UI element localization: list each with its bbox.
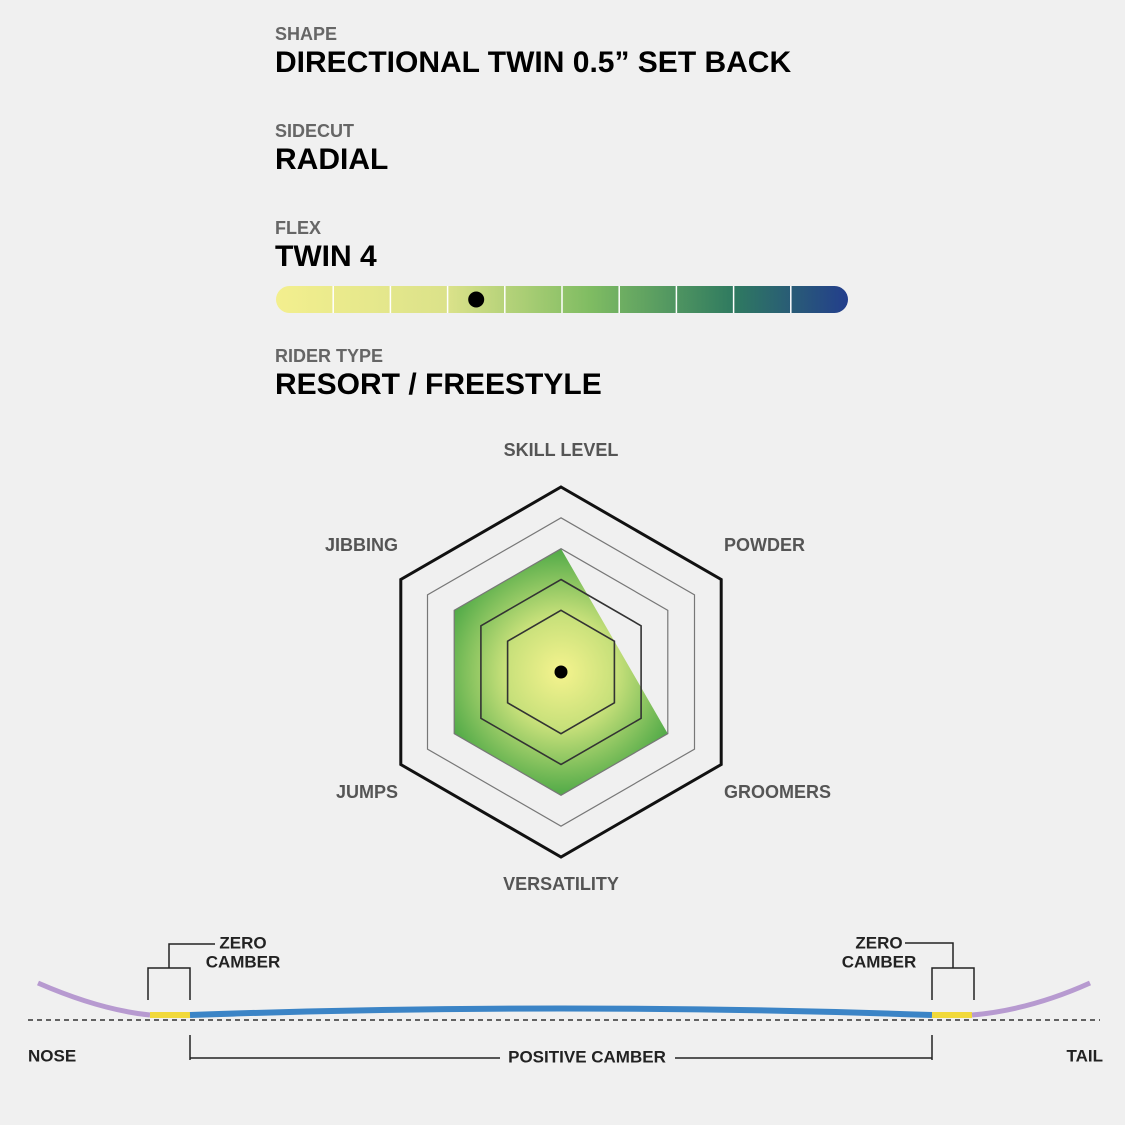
radar-axis-label: SKILL LEVEL xyxy=(504,440,619,460)
radar-axis-label: JIBBING xyxy=(325,535,398,555)
radar-axis-label: GROOMERS xyxy=(724,782,831,802)
radar-ring xyxy=(453,548,669,796)
spec-label: SIDECUT xyxy=(275,121,354,141)
radar-axis-label: VERSATILITY xyxy=(503,874,619,894)
spec-label: FLEX xyxy=(275,218,321,238)
radar-ring xyxy=(506,609,616,735)
camber-label: CAMBER xyxy=(842,952,917,971)
radar-ring xyxy=(426,517,696,827)
radar-center xyxy=(554,665,568,679)
camber-label: CAMBER xyxy=(206,952,281,971)
spec-value: RADIAL xyxy=(275,143,388,176)
spec-label: SHAPE xyxy=(275,24,337,44)
radar-outline xyxy=(399,485,723,859)
radar-axis-label: JUMPS xyxy=(336,782,398,802)
spec-value: TWIN 4 xyxy=(275,240,377,273)
tail-label: TAIL xyxy=(1066,1046,1103,1065)
positive-camber xyxy=(189,1005,933,1018)
nose-rocker xyxy=(37,980,151,1018)
flex-marker xyxy=(468,291,485,308)
spec-value: DIRECTIONAL TWIN 0.5” SET BACK xyxy=(275,46,791,79)
brackets xyxy=(147,942,975,1060)
camber-profile xyxy=(28,942,1100,1060)
camber-label: ZERO xyxy=(855,933,902,952)
camber-label: POSITIVE CAMBER xyxy=(508,1047,666,1066)
radar-axis-label: POWDER xyxy=(724,535,805,555)
camber-label: ZERO xyxy=(219,933,266,952)
spec-label: RIDER TYPE xyxy=(275,346,383,366)
radar-ring xyxy=(480,578,642,766)
tail-rocker xyxy=(971,980,1092,1018)
nose-label: NOSE xyxy=(28,1046,76,1065)
spec-value: RESORT / FREESTYLE xyxy=(275,368,602,401)
